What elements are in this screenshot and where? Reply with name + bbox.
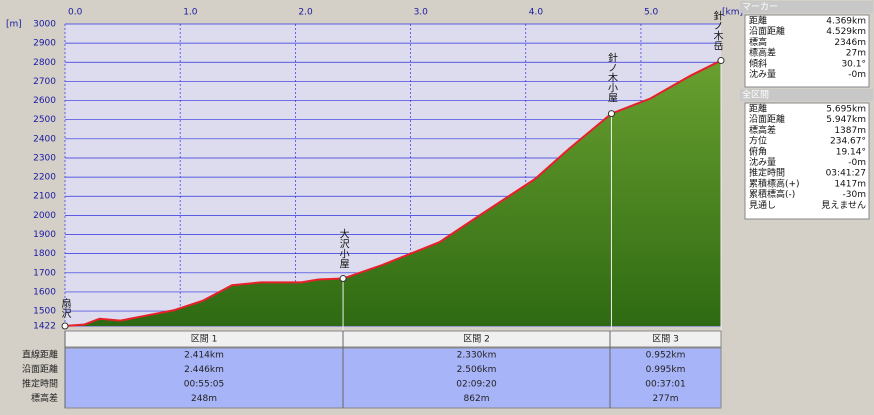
panel-key: 沿面距離 [749,25,785,37]
panel-key: 沿面距離 [749,113,785,125]
panel-value: 1417m [834,179,866,189]
table-cell: 00:37:01 [645,380,685,390]
y-tick-label: 1700 [33,268,56,278]
panel-value: 19.14° [836,147,866,157]
total-title: 全区間 [742,89,769,101]
table-body-bg [64,347,722,409]
y-tick-label: 2300 [33,153,56,163]
panel-key: 見通し [749,200,776,211]
panel-value: 5.695km [826,105,866,115]
panel-value: -0m [848,70,866,80]
panel-value: 5.947km [826,115,866,125]
table-cell: 2.506km [457,365,497,375]
panel-value: 4.529km [826,27,866,37]
table-cell: 2.446km [184,365,224,375]
waypoint [339,275,347,283]
table-header: 区間 2 [463,334,490,345]
y-tick-label: 2000 [33,211,56,221]
x-tick-label: 2.0 [298,8,313,18]
table-header: 区間 1 [191,334,218,345]
table-cell: 277m [653,394,679,404]
y-tick-label: 1800 [33,249,56,259]
table-cell: 2.414km [184,351,224,361]
panel-value: 30.1° [841,59,866,69]
waypoint [61,322,69,330]
panel-key: 推定時間 [749,167,785,179]
total-box [744,102,870,220]
panel-key: 標高差 [749,47,776,59]
waypoint [607,110,615,118]
profile-line [64,59,722,327]
marker-title: マーカー [742,2,778,13]
panel-key: 距離 [749,103,767,115]
y-tick-label: 2600 [33,96,56,106]
waypoint-label: 針ノ木小屋 [605,51,617,102]
row-label: 推定時間 [22,378,58,390]
panel-key: 標高差 [749,124,776,136]
table-cell: 0.952km [646,351,686,361]
x-tick-label: 4.0 [529,8,544,18]
y-tick-label: 2800 [33,58,56,68]
panel-key: 累積標高(+) [749,177,800,189]
total-header [740,89,873,101]
waypoint-label: 扇沢 [59,297,71,319]
y-tick-label: 2700 [33,77,56,87]
y-tick-label: 3000 [33,20,56,30]
marker-box [744,14,870,88]
panel-value: -0m [848,158,866,168]
waypoint [717,57,725,65]
y-tick-label: 2900 [33,39,56,49]
panel-key: 累積標高(-) [749,188,795,200]
table-cell: 02:09:20 [456,380,497,390]
panel-key: 沈み量 [749,156,776,168]
y-tick-label: 1900 [33,230,56,240]
x-axis-label: [km] [722,8,743,18]
x-tick-label: 3.0 [414,8,429,18]
panel-value: 234.67° [830,137,866,147]
panel-key: 沈み量 [749,68,776,80]
row-label: 直線距離 [22,349,58,361]
panel-key: 俯角 [749,145,767,157]
panel-value: -30m [843,190,866,200]
y-tick-label: 1500 [33,307,56,317]
x-tick-label: 1.0 [183,8,198,18]
panel-value: 27m [846,49,866,59]
x-tick-label: 5.0 [644,8,659,18]
y-tick-label: 1422 [33,322,56,332]
waypoint-label: 針ノ木岳 [711,9,723,51]
panel-key: 距離 [749,15,767,27]
panel-value: 4.369km [826,17,866,27]
panel-value: 03:41:27 [826,169,866,179]
y-tick-label: 2200 [33,173,56,183]
x-tick-label: 0.0 [68,8,83,18]
table-header-bg [64,330,722,348]
row-label: 標高差 [31,392,58,404]
table-cell: 248m [191,394,217,404]
table-cell: 00:55:05 [184,380,224,390]
waypoint-label: 大沢小屋 [337,227,349,268]
panel-key: 傾斜 [749,57,767,69]
table-cell: 2.330km [457,351,497,361]
row-label: 沿面距離 [22,363,58,375]
marker-header [740,1,873,13]
table-cell: 0.995km [646,365,686,375]
panel-key: 標高 [749,36,767,48]
panel-value: 見えません [821,200,866,211]
profile-area [65,60,721,327]
table-header: 区間 3 [652,334,679,345]
y-tick-label: 2100 [33,192,56,202]
y-axis-label: [m] [6,20,22,30]
y-tick-label: 2500 [33,115,56,125]
panel-key: 方位 [749,135,767,147]
y-tick-label: 2400 [33,134,56,144]
panel-value: 1387m [834,126,866,136]
panel-value: 2346m [834,38,866,48]
y-tick-label: 1600 [33,287,56,297]
table-cell: 862m [464,394,490,404]
